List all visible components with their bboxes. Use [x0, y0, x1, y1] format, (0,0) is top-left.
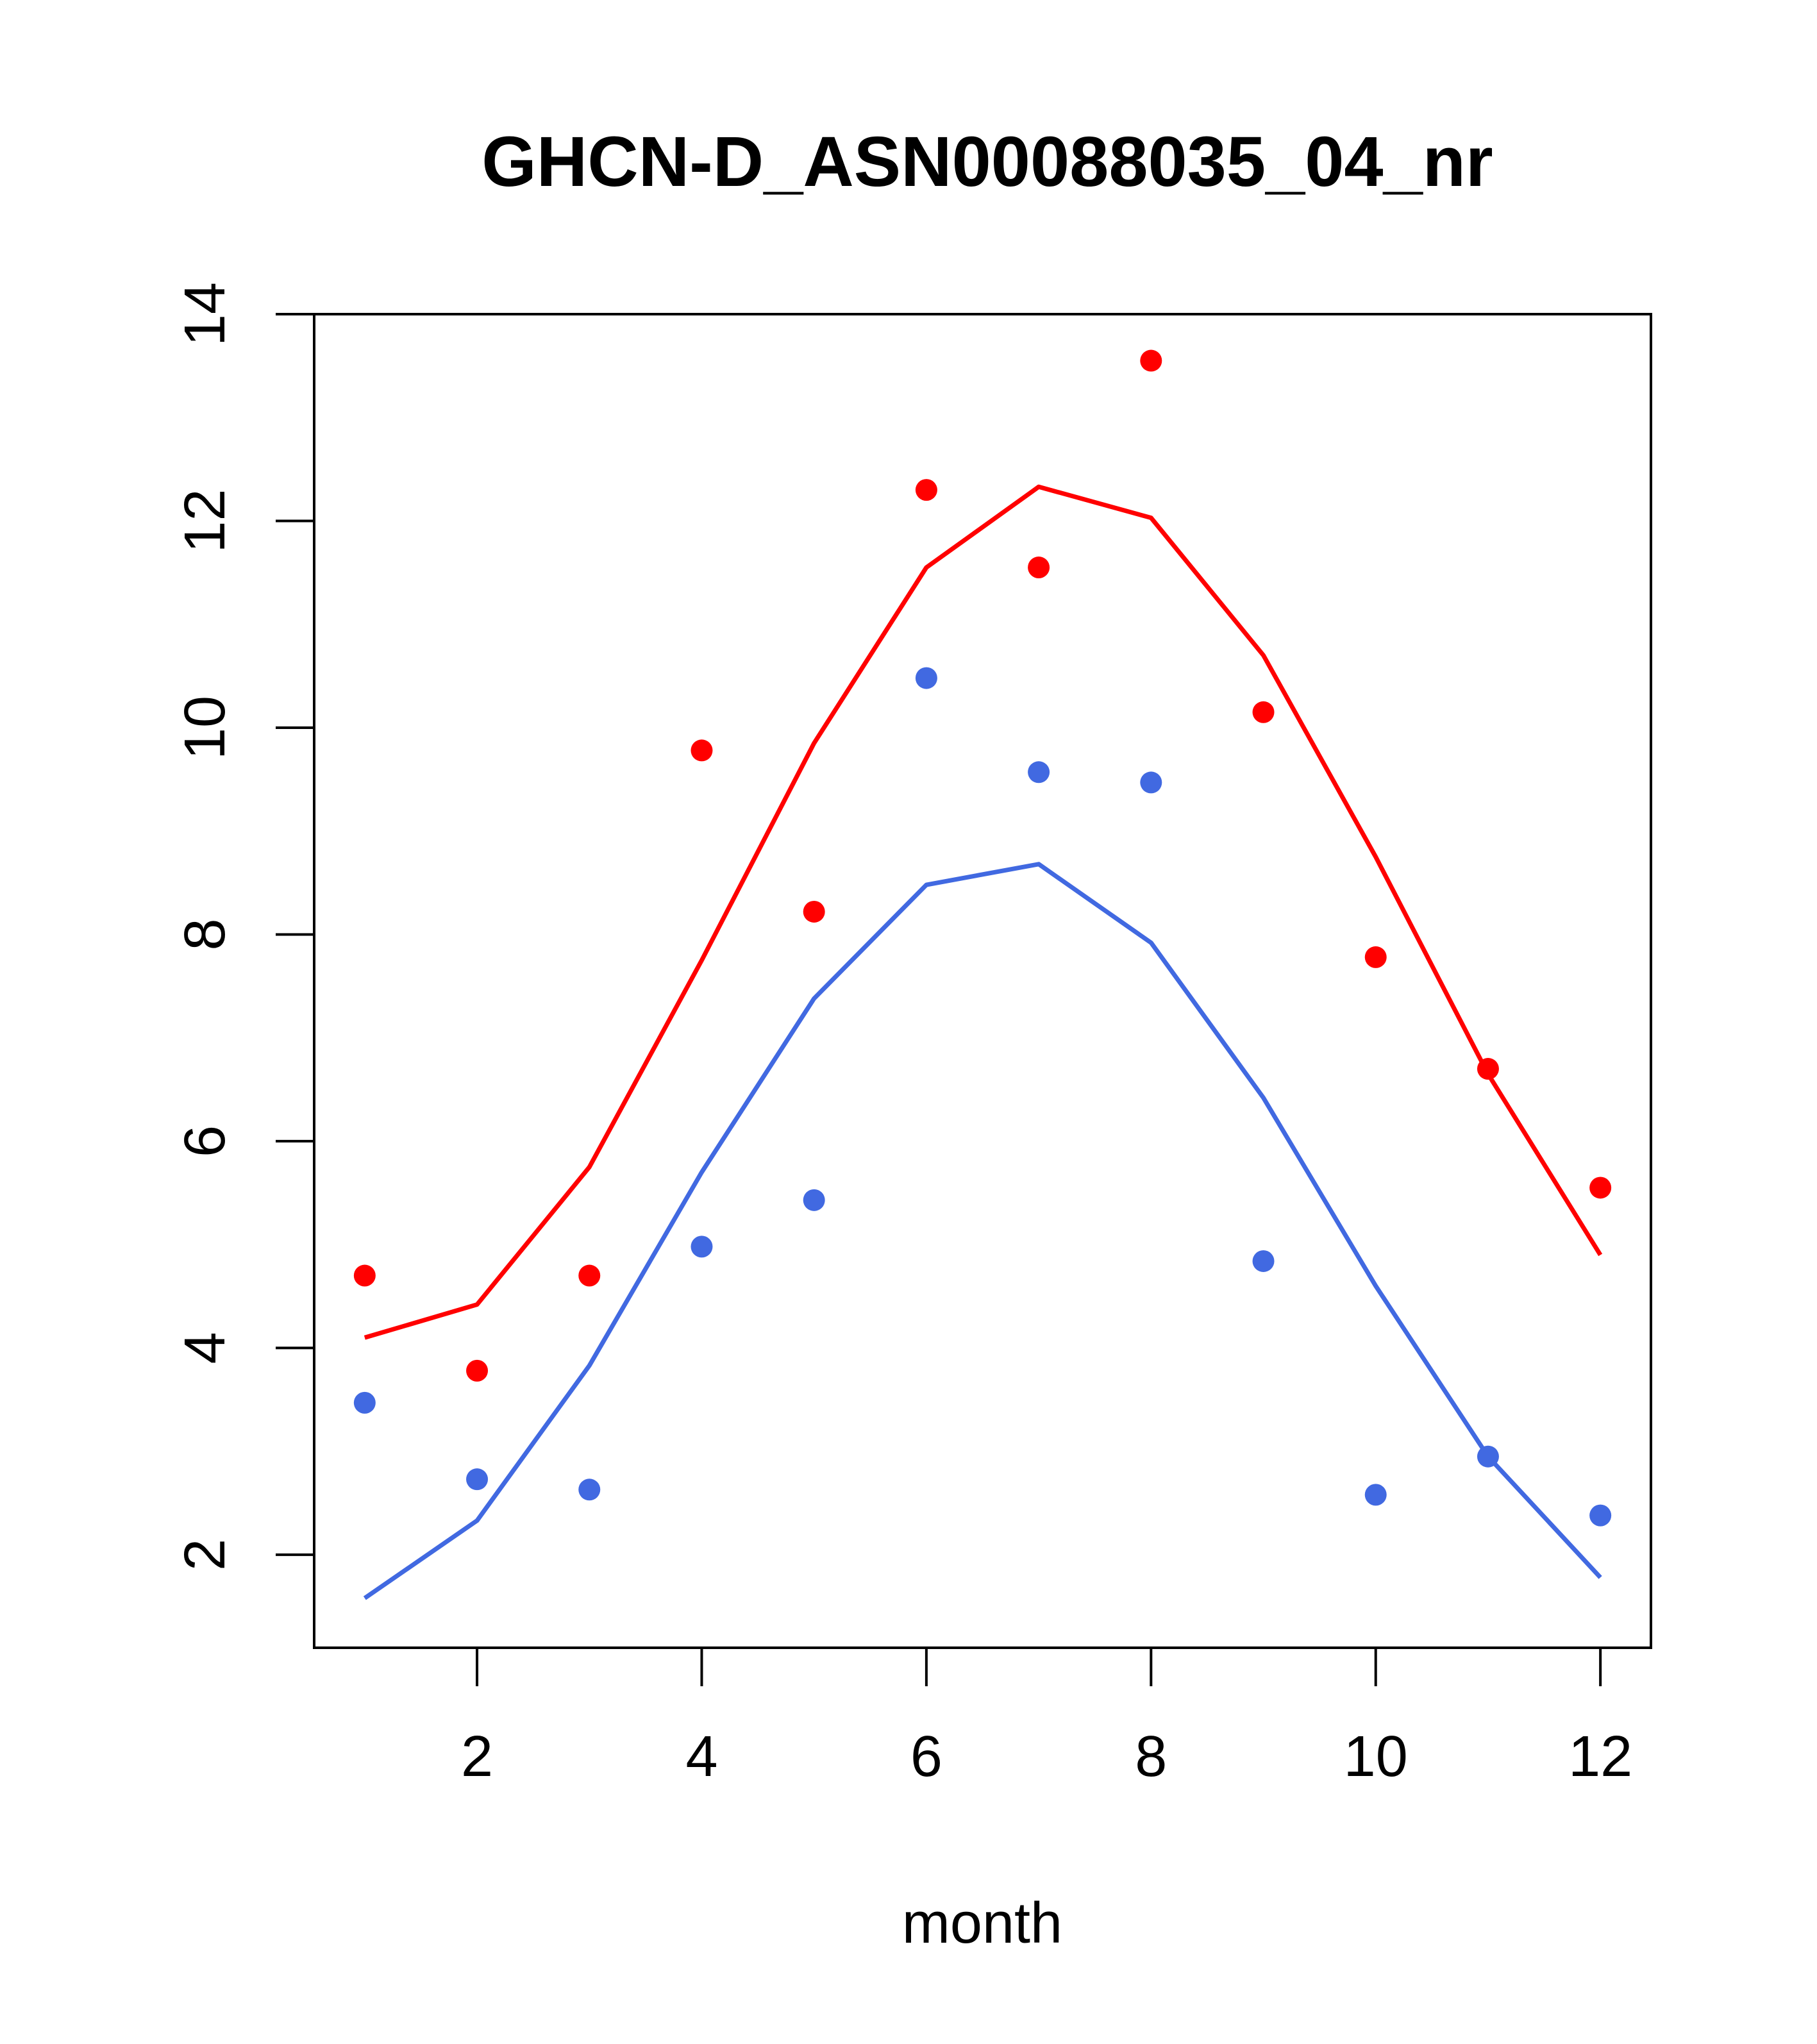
plot-frame — [313, 313, 1652, 1649]
y-tick-label: 6 — [173, 1125, 237, 1157]
x-axis-label: month — [902, 1891, 1062, 1956]
series-1-point — [578, 1264, 601, 1287]
series-1-point — [1140, 349, 1162, 372]
series-1-point — [803, 900, 825, 923]
series-2-point — [1140, 771, 1162, 794]
series-1-point — [1364, 946, 1387, 968]
series-1-point — [1477, 1058, 1499, 1080]
series-2-point — [1028, 761, 1050, 783]
x-tick-label: 12 — [1568, 1725, 1632, 1789]
series-2-point — [691, 1236, 713, 1258]
x-axis: 2 4 6 8 10 12 — [461, 1648, 1632, 1789]
series-layer — [353, 349, 1612, 1600]
y-tick-label: 4 — [173, 1332, 237, 1364]
y-tick-label: 10 — [173, 696, 237, 760]
series-2-point — [803, 1189, 825, 1211]
y-tick-label: 12 — [173, 489, 237, 553]
series-2-point — [353, 1391, 376, 1414]
y-tick-label: 8 — [173, 918, 237, 950]
series-2-line — [363, 862, 1602, 1600]
series-2-point — [578, 1479, 601, 1501]
series-2-point — [1252, 1250, 1275, 1272]
series-1-line — [364, 484, 1603, 1340]
series-2-point — [1364, 1484, 1387, 1506]
chart-title: GHCN-D_ASN00088035_04_nr — [481, 122, 1493, 201]
series-2-point — [466, 1468, 489, 1491]
x-tick-label: 8 — [1135, 1725, 1167, 1789]
series-1-point — [915, 479, 937, 501]
x-tick-label: 10 — [1344, 1725, 1408, 1789]
y-axis: 2 4 6 8 10 12 14 — [173, 282, 314, 1571]
x-tick-label: 6 — [910, 1725, 942, 1789]
series-1-point — [1028, 557, 1050, 579]
series-1-point — [691, 739, 713, 762]
series-1-point — [1252, 701, 1275, 723]
series-2-point — [1589, 1504, 1612, 1527]
series-1-point — [353, 1264, 376, 1287]
x-tick-label: 2 — [461, 1725, 493, 1789]
x-tick-label: 4 — [685, 1725, 717, 1789]
series-1-point — [1589, 1177, 1612, 1199]
y-tick-label: 14 — [173, 282, 237, 346]
y-tick-label: 2 — [173, 1539, 237, 1571]
series-2-point — [1477, 1445, 1499, 1468]
series-1-point — [466, 1359, 489, 1382]
series-2-point — [915, 667, 937, 689]
